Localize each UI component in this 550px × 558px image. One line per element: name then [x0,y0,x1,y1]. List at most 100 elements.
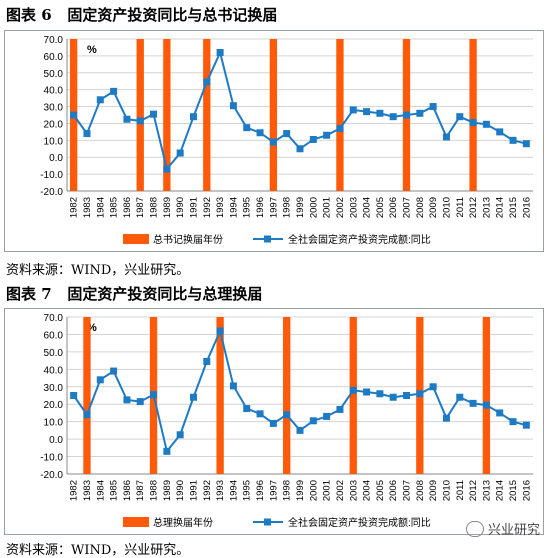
fai-yoy-point [123,396,131,404]
x-tick-label: 1992 [202,480,213,501]
fai-yoy-point [269,138,277,146]
y-tick-label: 20.0 [44,119,64,130]
fai-yoy-point [150,110,158,118]
x-tick-label: 2009 [428,480,439,501]
election-year-bar [269,39,278,191]
fai-yoy-point [176,149,184,157]
x-tick-label: 2004 [362,480,373,501]
fai-yoy-point [309,417,317,425]
fai-yoy-point [163,447,171,455]
y-tick-label: 40.0 [44,365,64,376]
x-tick-label: 2001 [322,197,333,218]
x-tick-label: 2006 [388,480,399,501]
fai-yoy-point [349,106,357,114]
election-year-bar [216,317,224,474]
x-tick-label: 2003 [348,480,359,501]
fai-yoy-point [256,129,264,137]
x-tick-label: 2011 [455,480,466,500]
chart-7: 70.0 60.0 50.0 40.0 30.0 20.0 10.0 0.0 -10.0 -20.… [4,308,544,535]
x-tick-label: 2000 [308,480,319,501]
fai-yoy-point [496,128,504,136]
chart-6: 70.0 60.0 50.0 40.0 30.0 20.0 10.0 0.0 -10.0 -20.… [4,30,544,252]
fai-yoy-point [136,398,144,406]
figure-7-caption: 图表 7 固定资产投资同比与总理换届 [6,285,263,303]
x-tick-label: 2004 [362,197,373,218]
y-tick-label: -10.0 [40,453,63,464]
fai-yoy-point [243,124,251,132]
fai-yoy-point [243,405,251,413]
fai-yoy-point [216,49,224,57]
fai-yoy-point [83,411,91,419]
fai-yoy-point [403,111,411,119]
x-tick-label: 1988 [149,197,160,218]
x-tick-label: 1997 [268,197,279,218]
y-tick-label: 20.0 [44,400,64,411]
election-year-bar [203,39,211,191]
fai-yoy-point [110,367,118,375]
x-tick-label: 2013 [481,197,492,218]
fai-yoy-point [70,392,78,399]
fai-yoy-point [256,410,264,418]
x-tick-label: 2001 [322,480,333,501]
legend-line-marker [264,518,271,526]
y-tick-label: 60.0 [44,52,64,63]
fai-yoy-point [389,393,397,401]
unit-label: % [87,322,97,334]
fai-yoy-point [283,411,291,419]
y-tick-label: 70.0 [44,313,64,324]
x-tick-label: 2000 [308,197,319,218]
legend-bar-swatch [123,234,149,244]
x-tick-label: 1982 [69,197,80,218]
fai-yoy-point [296,145,304,153]
y-tick-label: 70.0 [44,35,64,46]
fai-yoy-point [96,376,104,384]
x-tick-label: 1988 [149,480,160,501]
x-tick-label: 1999 [295,197,306,218]
chart-6-svg: 70.0 60.0 50.0 40.0 30.0 20.0 10.0 0.0 -10.0 -20.… [40,35,533,246]
x-tick-label: 2007 [402,480,413,501]
fai-yoy-point [70,111,78,119]
x-tick-label: 1983 [82,197,93,218]
y-tick-label: 30.0 [44,103,64,114]
x-tick-label: 2010 [441,197,452,218]
y-tick-label: 30.0 [44,383,64,394]
fai-yoy-point [336,405,344,413]
y-tick-label: 0.0 [49,435,63,446]
fai-yoy-point [229,102,237,110]
y-tick-label: 60.0 [44,330,64,341]
election-year-bar [283,317,291,474]
chart-7-svg: 70.0 60.0 50.0 40.0 30.0 20.0 10.0 0.0 -10.0 -20.… [40,313,533,529]
fai-yoy-point [283,130,291,138]
y-tick-label: 10.0 [44,418,64,429]
y-tick-label: -20.0 [40,187,63,198]
x-tick-label: 1989 [162,197,173,218]
y-tick-label: 0.0 [49,153,63,164]
unit-label: % [87,44,97,56]
figure-7-source: 资料来源：WIND，兴业研究。 [6,543,190,558]
election-year-bar [482,317,491,474]
fai-yoy-point [482,401,490,409]
x-tick-label: 1989 [162,480,173,501]
fai-yoy-point [189,113,197,121]
x-tick-label: 2007 [402,197,413,218]
x-tick-label: 1985 [109,197,120,218]
x-tick-label: 2006 [388,197,399,218]
watermark-text: 兴业研究 [487,523,540,538]
x-tick-label: 2015 [508,480,519,501]
fai-yoy-point [429,103,437,111]
fai-yoy-point [203,357,211,365]
fai-yoy-point [376,390,384,398]
fai-yoy-point [469,119,477,127]
x-tick-label: 2002 [335,480,346,501]
x-tick-label: 1990 [175,197,186,218]
x-tick-label: 2015 [508,197,519,218]
legend-line-label: 全社会固定资产投资完成额:同比 [288,516,431,529]
x-tick-label: 1987 [135,197,146,218]
x-tick-label: 1986 [122,197,133,218]
x-tick-label: 2005 [375,480,386,501]
fai-yoy-point [363,388,371,396]
x-tick-label: 2014 [495,197,506,218]
fai-yoy-point [136,117,144,125]
x-tick-label: 1995 [242,480,253,501]
election-year-bar [349,317,357,474]
